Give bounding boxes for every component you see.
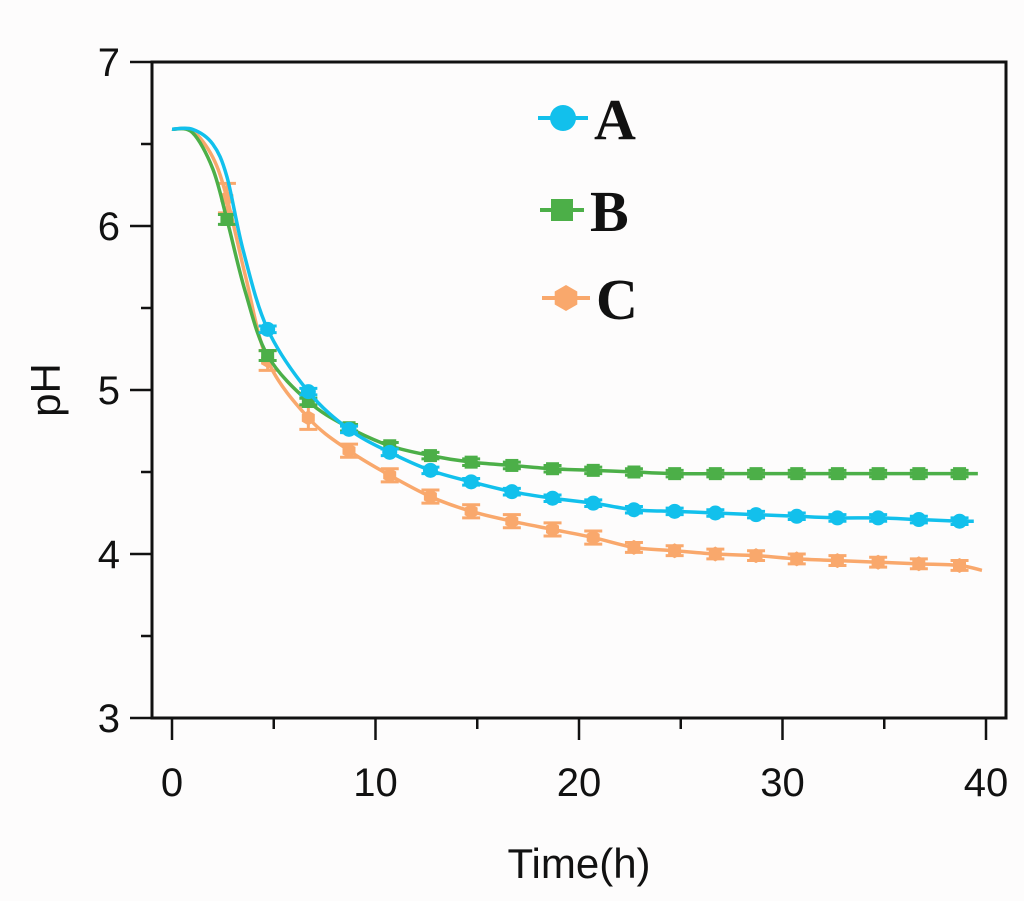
data-point xyxy=(953,467,967,481)
data-point xyxy=(261,349,275,363)
data-point xyxy=(464,455,478,469)
legend-marker-icon xyxy=(551,199,573,221)
data-point xyxy=(220,212,234,226)
data-point xyxy=(911,512,927,528)
data-point xyxy=(668,467,682,481)
data-point xyxy=(953,558,966,573)
series-A xyxy=(171,126,974,529)
series-C xyxy=(171,126,983,573)
y-axis-ticks: 3 4 5 6 7 xyxy=(98,41,152,741)
data-point xyxy=(830,467,844,481)
legend-marker-icon xyxy=(554,285,578,311)
y-tick-label: 3 xyxy=(98,697,120,741)
data-point xyxy=(790,551,804,567)
data-point xyxy=(626,502,642,518)
legend-item-C: C xyxy=(542,267,638,332)
plot-frame xyxy=(150,60,1008,720)
legend-label: C xyxy=(596,267,638,332)
data-point xyxy=(546,462,560,476)
data-point xyxy=(627,539,641,555)
y-tick-label: 5 xyxy=(98,369,120,413)
data-point xyxy=(383,467,397,483)
y-tick-label: 7 xyxy=(98,41,120,85)
y-tick-label: 4 xyxy=(98,533,120,577)
data-point xyxy=(505,458,519,472)
x-tick-label: 10 xyxy=(353,761,398,805)
data-point xyxy=(829,510,845,526)
data-point xyxy=(300,384,316,400)
data-point xyxy=(749,467,763,481)
data-point xyxy=(668,543,682,559)
legend-item-A: A xyxy=(538,87,636,152)
y-tick-label: 6 xyxy=(98,205,120,249)
data-point xyxy=(708,467,722,481)
series-layer xyxy=(171,126,983,573)
legend: ABC xyxy=(538,87,638,332)
data-point xyxy=(790,467,804,481)
data-point xyxy=(667,503,683,519)
data-point xyxy=(464,503,478,519)
series-line-A xyxy=(171,126,974,524)
data-point xyxy=(260,321,276,337)
x-tick-label: 40 xyxy=(964,761,1009,805)
series-line-C xyxy=(171,126,983,573)
data-point xyxy=(545,490,561,506)
axes xyxy=(150,60,1008,720)
data-point xyxy=(586,463,600,477)
x-axis-title: Time(h) xyxy=(507,840,650,887)
x-axis-ticks: 0 10 20 30 40 xyxy=(161,718,1008,805)
legend-label: B xyxy=(590,179,629,244)
data-point xyxy=(952,513,968,529)
data-point xyxy=(342,443,356,459)
data-point xyxy=(546,521,559,537)
data-point xyxy=(708,546,722,562)
data-point xyxy=(912,556,926,572)
x-tick-label: 30 xyxy=(760,761,805,805)
x-tick-label: 20 xyxy=(557,761,602,805)
data-point xyxy=(749,548,763,564)
data-point xyxy=(504,484,520,500)
legend-item-B: B xyxy=(540,179,629,244)
x-tick-label: 0 xyxy=(161,761,183,805)
data-point xyxy=(748,507,764,523)
data-point xyxy=(707,505,723,521)
data-point xyxy=(586,530,600,546)
y-axis-title: pH xyxy=(22,363,69,417)
data-point xyxy=(301,410,315,426)
data-point xyxy=(870,510,886,526)
data-point xyxy=(463,474,479,490)
data-point xyxy=(830,553,844,569)
data-point xyxy=(341,421,357,437)
data-point xyxy=(871,554,885,570)
data-point xyxy=(505,513,519,529)
data-point xyxy=(382,444,398,460)
data-point xyxy=(912,467,926,481)
data-point xyxy=(789,508,805,524)
data-point xyxy=(627,465,641,479)
data-point xyxy=(423,489,437,505)
legend-marker-icon xyxy=(550,105,576,131)
data-point xyxy=(871,467,885,481)
legend-label: A xyxy=(594,87,636,152)
data-point xyxy=(423,449,437,463)
data-point xyxy=(422,462,438,478)
data-point xyxy=(585,495,601,511)
